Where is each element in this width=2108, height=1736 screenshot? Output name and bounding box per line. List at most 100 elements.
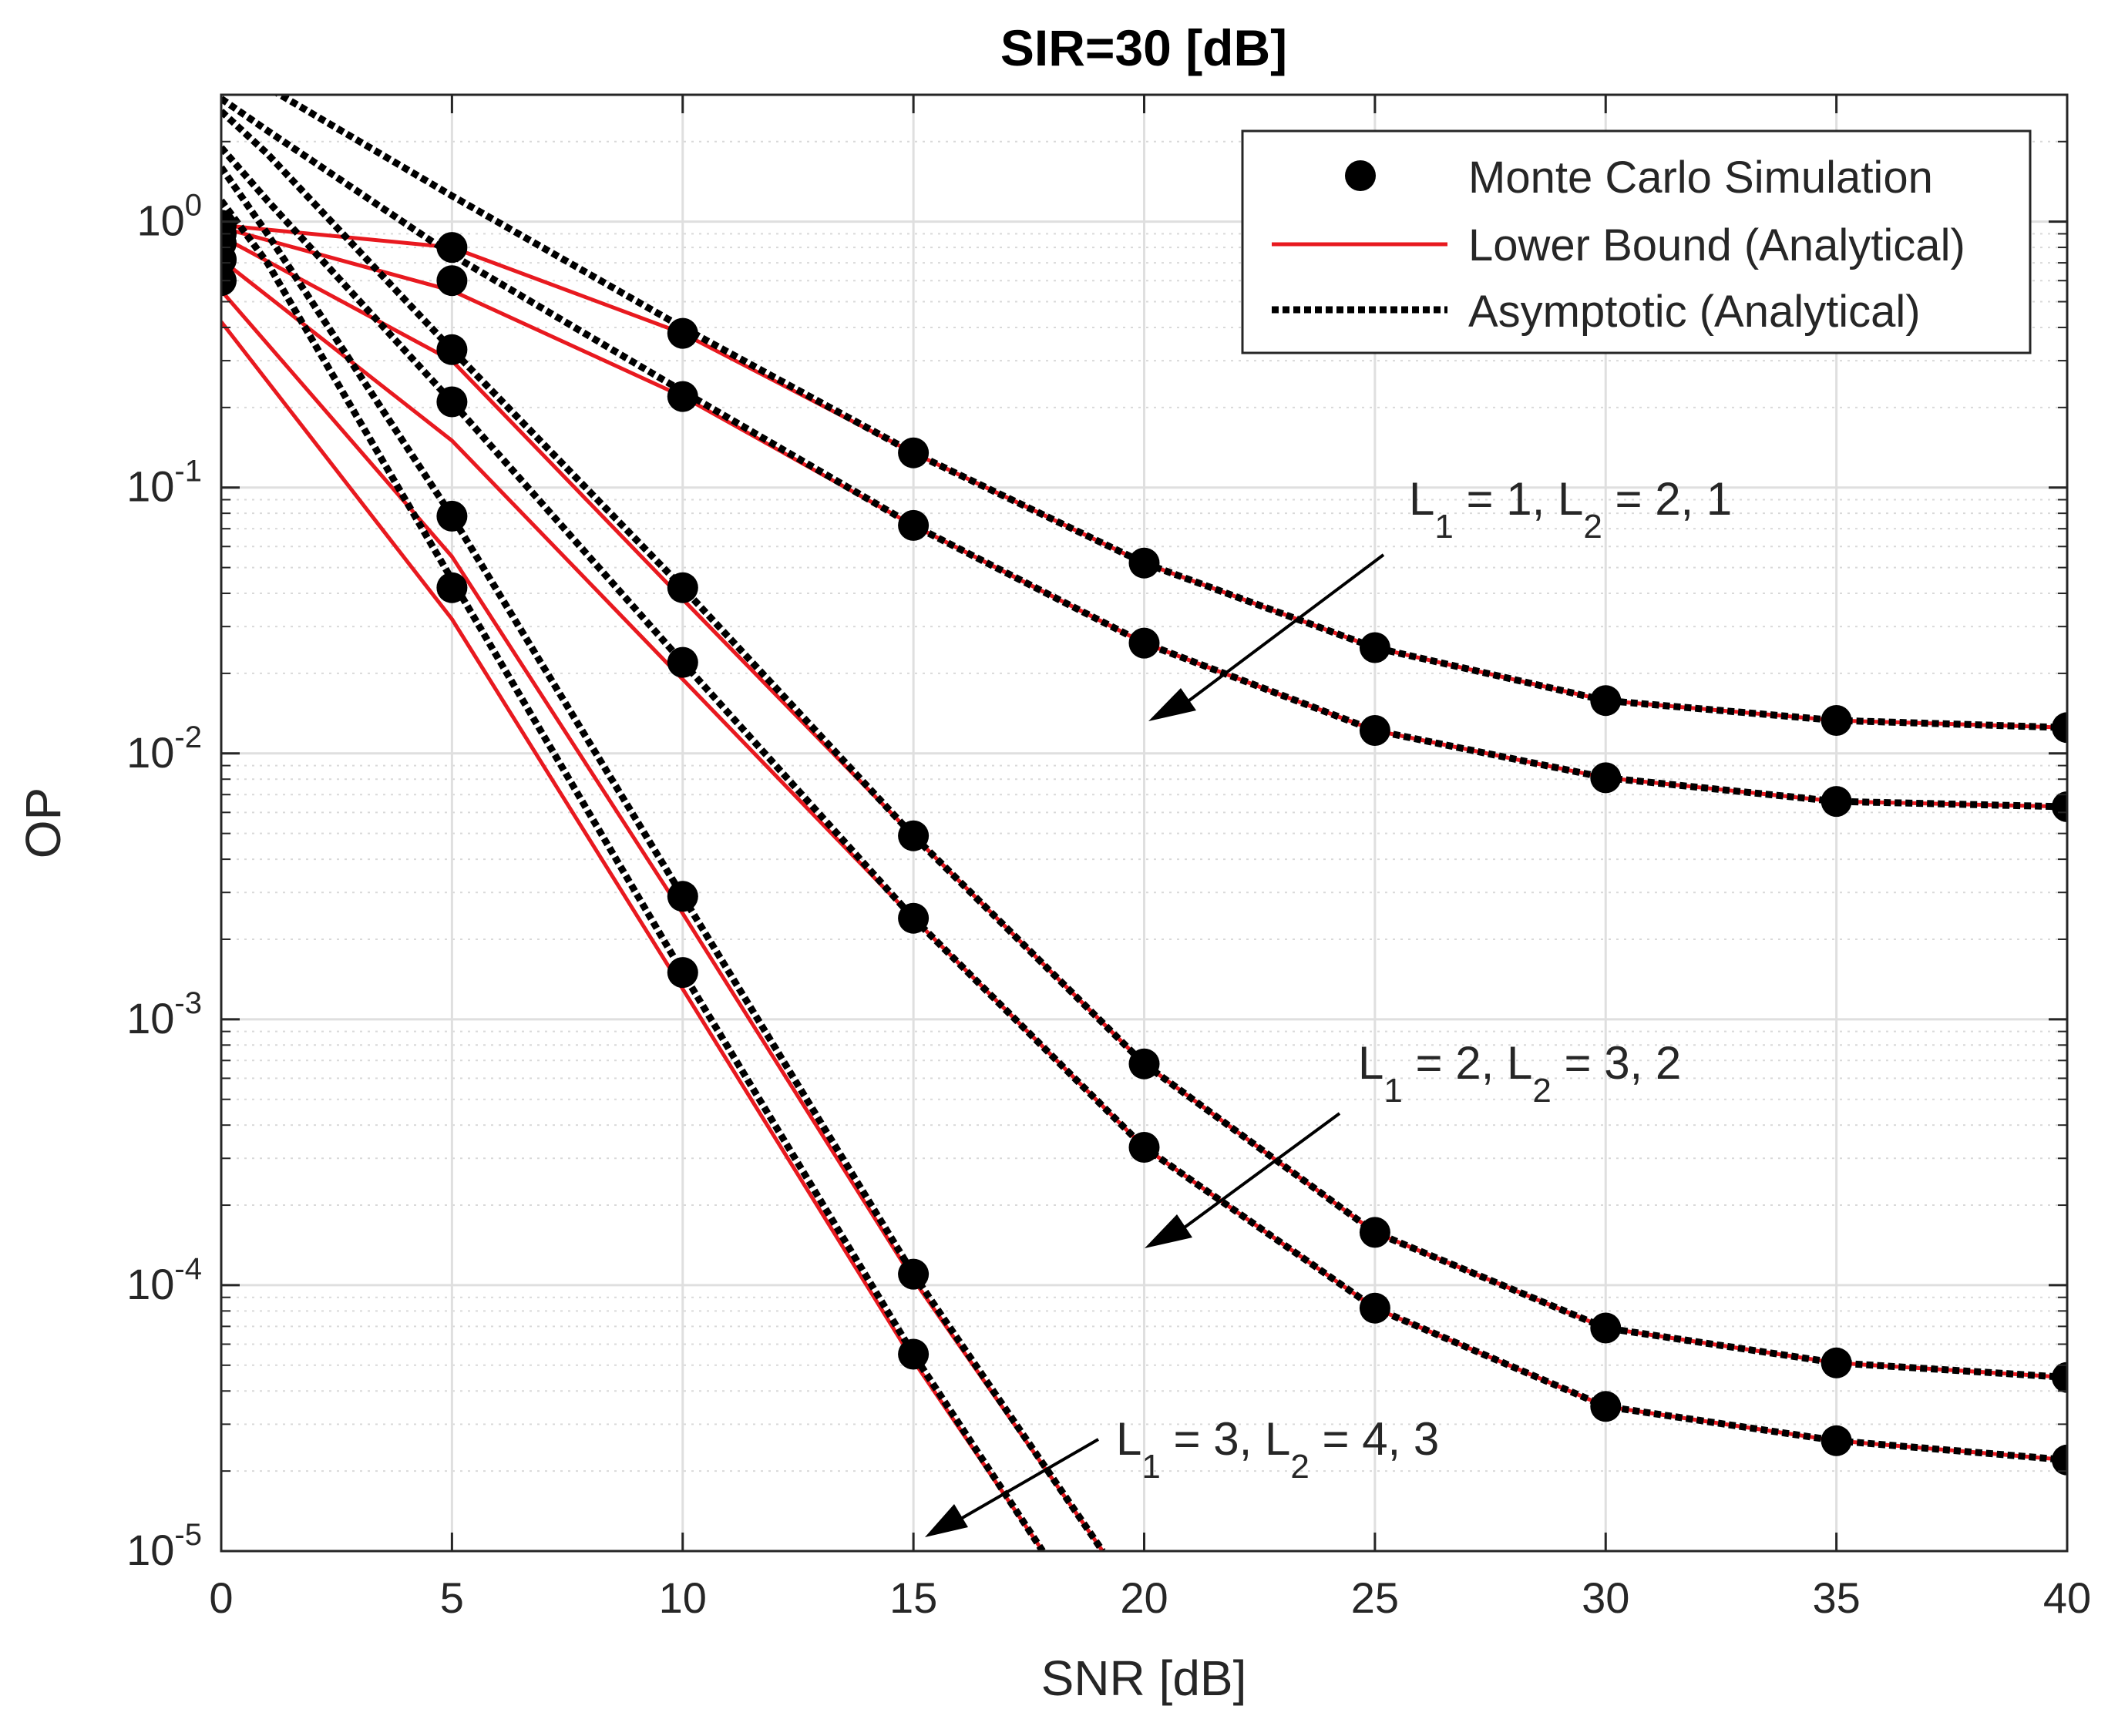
y-axis-label: OP — [15, 787, 71, 858]
y-tick-label-exponent: -3 — [174, 986, 202, 1020]
monte-carlo-point — [898, 1338, 930, 1370]
legend-label-asymptotic: Asymptotic (Analytical) — [1468, 287, 1921, 337]
y-tick-label-base: 10 — [126, 1526, 174, 1574]
asymptotic-line — [221, 96, 2067, 811]
annotation-2-l1: L — [1358, 1037, 1383, 1089]
y-tick-label-exponent: 0 — [185, 189, 202, 223]
annotation-arrowhead-3 — [925, 1504, 968, 1537]
asymptotic-line — [273, 95, 2067, 731]
monte-carlo-point — [1359, 1217, 1390, 1248]
monte-carlo-point — [1359, 715, 1390, 746]
monte-carlo-point — [1359, 1292, 1390, 1324]
monte-carlo-point — [667, 881, 698, 912]
annotation-group-1: L1 = 1, L2 = 2, 1 — [1148, 473, 1732, 721]
monte-carlo-point — [1590, 1391, 1622, 1422]
y-tick-label: 10-1 — [126, 455, 202, 511]
monte-carlo-point — [667, 317, 698, 349]
annotation-group-3: L1 = 3, L2 = 4, 3 — [925, 1413, 1439, 1537]
annotation-label-3: L1 = 3, L2 = 4, 3 — [1116, 1413, 1439, 1486]
monte-carlo-point — [2052, 1444, 2067, 1476]
y-tick-label-exponent: -5 — [174, 1518, 202, 1552]
x-tick-label: 35 — [1812, 1573, 1860, 1622]
monte-carlo-point — [898, 437, 930, 468]
annotation-arrow-3 — [958, 1438, 1100, 1521]
monte-carlo-point — [1359, 632, 1390, 663]
x-tick-label: 30 — [1582, 1573, 1629, 1622]
annotation-arrow-2 — [1178, 1112, 1341, 1233]
asymptotic-line — [221, 109, 2067, 1382]
annotation-2-sub2: 2 — [1532, 1072, 1551, 1110]
annotation-arrowhead-2 — [1145, 1214, 1192, 1248]
monte-carlo-point — [898, 820, 930, 851]
y-tick-label: 100 — [136, 189, 202, 245]
annotation-label-1: L1 = 1, L2 = 2, 1 — [1409, 473, 1732, 546]
chart-title: SIR=30 [dB] — [1000, 19, 1287, 76]
monte-carlo-point — [2052, 1362, 2067, 1393]
x-tick-label: 25 — [1351, 1573, 1399, 1622]
annotation-group-2: L1 = 2, L2 = 3, 2 — [1145, 1037, 1681, 1248]
x-axis-label: SNR [dB] — [1041, 1650, 1247, 1706]
monte-carlo-point — [436, 334, 468, 365]
monte-carlo-point — [1590, 1312, 1622, 1344]
monte-carlo-point — [1821, 1425, 1852, 1456]
annotation-2-tail: = 3, 2 — [1552, 1037, 1681, 1089]
monte-carlo-point — [436, 232, 468, 264]
legend-box — [1241, 129, 2032, 354]
monte-carlo-point — [1590, 685, 1622, 717]
monte-carlo-point — [436, 265, 468, 297]
y-tick-label-base: 10 — [126, 462, 174, 511]
annotation-3-l2: L — [1265, 1413, 1290, 1465]
monte-carlo-point — [898, 509, 930, 541]
y-tick-label-base: 10 — [126, 1260, 174, 1308]
annotation-3-l1: L — [1116, 1413, 1141, 1465]
asymptotic-line — [221, 198, 1046, 1551]
asymptotic-line — [221, 165, 1106, 1551]
annotation-3-tail: = 4, 3 — [1310, 1413, 1439, 1465]
x-tick-label: 20 — [1120, 1573, 1168, 1622]
monte-carlo-point — [1128, 1048, 1160, 1080]
lower-bound-line — [221, 289, 1104, 1551]
monte-carlo-point — [667, 646, 698, 678]
annotation-1-l1: L — [1409, 473, 1434, 525]
monte-carlo-point — [1821, 786, 1852, 818]
series-layer — [221, 95, 2067, 1551]
annotation-1-sub1: 1 — [1434, 508, 1453, 546]
annotation-2-l2: L — [1507, 1037, 1532, 1089]
monte-carlo-point — [667, 572, 698, 603]
x-tick-label: 5 — [440, 1573, 464, 1622]
annotation-1-tail: = 2, 1 — [1602, 473, 1732, 525]
annotation-arrowhead-1 — [1148, 688, 1196, 721]
monte-carlo-point — [2052, 791, 2067, 822]
legend-label-monte-carlo: Monte Carlo Simulation — [1468, 153, 1933, 203]
y-tick-label-exponent: -4 — [174, 1252, 202, 1286]
monte-carlo-point — [1821, 1347, 1852, 1378]
x-tick-label: 0 — [209, 1573, 233, 1622]
annotation-arrow-1 — [1182, 553, 1385, 707]
y-tick-label: 10-3 — [126, 986, 202, 1043]
legend-label-lower-bound: Lower Bound (Analytical) — [1468, 220, 1965, 270]
asymptotic-line — [221, 145, 2067, 1464]
y-tick-label-exponent: -1 — [174, 455, 202, 489]
monte-carlo-point — [667, 957, 698, 989]
annotation-label-2: L1 = 2, L2 = 3, 2 — [1358, 1037, 1681, 1110]
y-tick-label: 10-4 — [126, 1252, 202, 1308]
y-tick-label: 10-5 — [126, 1518, 202, 1574]
y-tick-label: 10-2 — [126, 720, 202, 777]
monte-carlo-point — [667, 381, 698, 412]
monte-carlo-point — [898, 1258, 930, 1290]
monte-carlo-point — [436, 572, 468, 603]
y-tick-label-exponent: -2 — [174, 720, 202, 754]
monte-carlo-point — [2052, 712, 2067, 744]
monte-carlo-point — [1128, 1132, 1160, 1163]
legend-marker-monte-carlo — [1345, 160, 1376, 191]
legend: Monte Carlo Simulation Lower Bound (Anal… — [1241, 129, 2032, 354]
annotation-1-mid: = 1, — [1454, 473, 1558, 525]
monte-carlo-point — [436, 386, 468, 418]
y-tick-label-base: 10 — [126, 994, 174, 1043]
annotation-2-sub1: 1 — [1383, 1072, 1402, 1110]
x-tick-label: 40 — [2043, 1573, 2091, 1622]
annotation-3-sub1: 1 — [1141, 1448, 1160, 1486]
annotation-1-l2: L — [1558, 473, 1583, 525]
